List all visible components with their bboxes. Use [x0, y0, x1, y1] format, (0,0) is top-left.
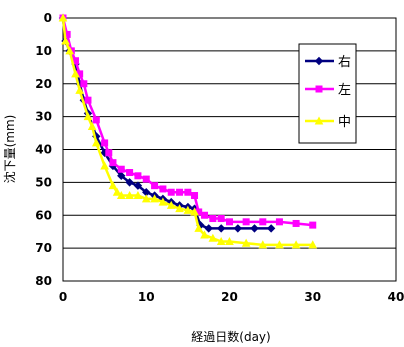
y-tick-label: 70 [35, 241, 52, 255]
data-point [250, 224, 259, 233]
data-point [259, 218, 267, 226]
legend-marker [314, 56, 324, 66]
data-point [216, 236, 226, 246]
x-tick-label: 40 [388, 290, 404, 304]
data-point [101, 139, 109, 147]
data-point [91, 138, 101, 147]
series-group [58, 13, 318, 249]
data-point [309, 221, 317, 229]
data-point [308, 240, 318, 249]
data-point [83, 112, 93, 121]
data-point [292, 219, 300, 227]
x-tick-label: 30 [304, 290, 321, 304]
data-point [125, 178, 134, 187]
data-point [116, 190, 126, 200]
tick-labels: 0 10 20 30 40 50 60 70 80 0 10 20 30 40 [35, 11, 404, 304]
legend-label: 中 [338, 115, 351, 130]
y-tick-label: 0 [44, 11, 52, 25]
data-point [166, 200, 176, 209]
x-tick-label: 0 [59, 290, 67, 304]
data-point [159, 185, 167, 193]
data-point [208, 233, 218, 242]
data-point [87, 121, 97, 130]
series-3 [58, 13, 318, 249]
y-tick-label: 30 [35, 110, 52, 124]
data-point [184, 188, 192, 196]
series-2 [59, 14, 317, 229]
data-point [200, 230, 209, 239]
data-point [233, 224, 243, 233]
data-point [191, 192, 199, 200]
legend: 右左中 [298, 43, 357, 144]
data-point [134, 172, 142, 180]
data-point [150, 194, 159, 203]
x-axis-title: 経過日数(day) [191, 329, 270, 344]
data-point [204, 224, 213, 233]
data-point [117, 165, 125, 173]
data-point [141, 194, 151, 203]
legend-label: 右 [338, 55, 351, 70]
legend-label: 左 [338, 83, 351, 98]
data-point [275, 240, 284, 249]
data-point [133, 181, 143, 190]
data-point [258, 240, 268, 249]
data-point [75, 85, 84, 94]
x-tick-label: 10 [138, 290, 155, 304]
data-point [167, 188, 175, 196]
data-point [176, 188, 184, 196]
data-point [117, 171, 126, 181]
data-point [225, 236, 234, 246]
data-point [108, 181, 118, 190]
y-axis-title: 沈下量(mm) [2, 115, 17, 184]
data-point [291, 240, 301, 249]
data-point [58, 13, 68, 22]
data-point [133, 190, 143, 200]
data-point [158, 197, 168, 206]
y-tick-label: 60 [35, 208, 52, 222]
data-point [151, 182, 159, 190]
data-point [183, 205, 193, 214]
y-tick-label: 40 [35, 143, 52, 157]
data-point [80, 80, 88, 88]
data-point [84, 96, 92, 104]
data-point [105, 149, 113, 157]
data-point [175, 204, 184, 213]
data-point [275, 218, 283, 226]
legend-marker [314, 116, 324, 125]
data-point [126, 169, 134, 177]
data-point [216, 224, 226, 233]
data-point [266, 224, 276, 233]
data-point [71, 69, 80, 78]
data-point [201, 211, 209, 219]
data-point [125, 190, 134, 200]
y-tick-label: 20 [35, 77, 52, 91]
y-tick-label: 50 [35, 175, 52, 189]
x-tick-label: 20 [221, 290, 238, 304]
data-point [112, 187, 122, 196]
data-point [242, 218, 250, 226]
data-point [100, 161, 109, 170]
data-point [61, 36, 70, 45]
data-point [226, 218, 233, 226]
data-point [92, 116, 100, 124]
data-point [241, 238, 251, 247]
data-point [65, 46, 74, 55]
data-point [194, 223, 204, 232]
data-point [142, 175, 150, 183]
data-point [190, 207, 199, 216]
data-point [217, 215, 225, 223]
y-tick-label: 10 [35, 44, 52, 58]
data-point [209, 215, 217, 223]
data-point [109, 159, 117, 167]
legend-marker [315, 85, 323, 93]
y-tick-label: 80 [35, 274, 52, 288]
